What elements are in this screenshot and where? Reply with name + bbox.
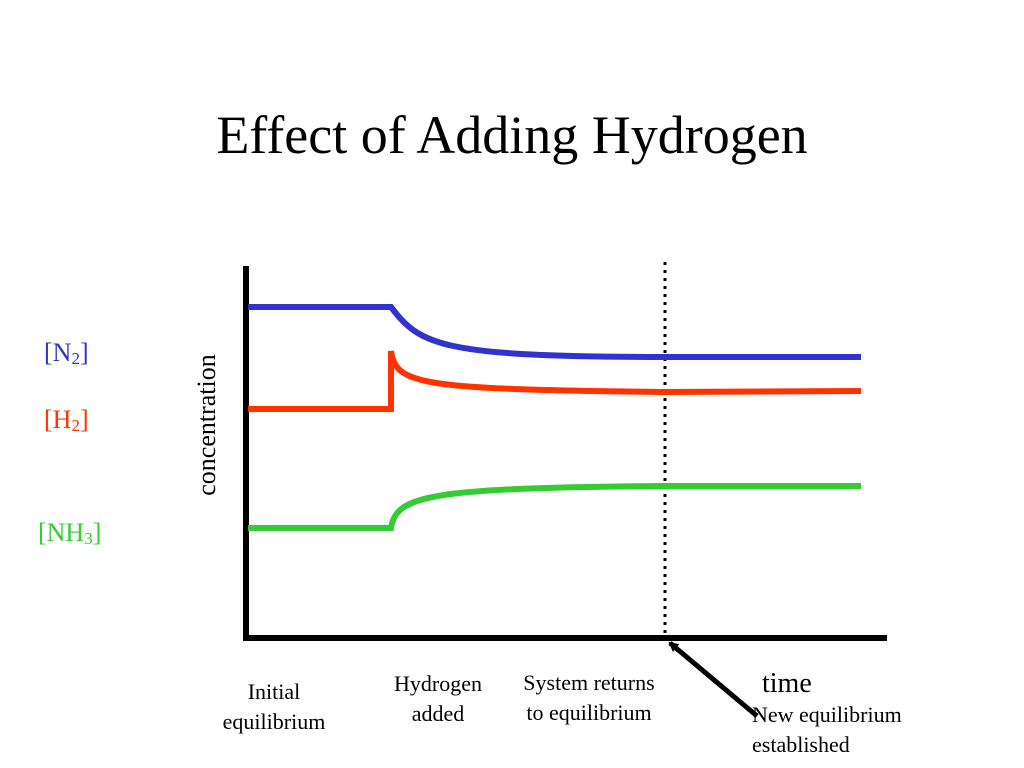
legend-n2-end: ] [79,338,89,367]
legend-nh3-end: ] [92,518,102,547]
annotation-system-line2: to equilibrium [526,700,652,725]
annotation-new-equilibrium: New equilibrium established [752,700,902,760]
legend-nh3-sub: 3 [84,529,93,548]
x-axis-label: time [762,668,812,699]
annotation-hydrogen-line2: added [411,701,465,726]
annotation-initial-line1: Initial [247,679,301,704]
annotation-system-returns: System returns to equilibrium [500,668,678,728]
n2-curve [248,304,861,360]
annotation-new-line2: established [752,732,850,757]
annotation-system-line1: System returns [523,670,655,695]
legend-n2-sub: 2 [71,349,80,368]
legend-nh3-main: [NH [38,518,85,547]
slide-title: Effect of Adding Hydrogen [216,105,808,165]
new-equilibrium-arrow [668,641,759,718]
annotation-initial-equilibrium: Initial equilibrium [204,677,344,737]
legend-n2: [N2] [44,338,89,368]
nh3-curve [248,483,861,531]
annotation-initial-line2: equilibrium [222,709,326,734]
legend-h2-main: [H [44,405,72,434]
legend-h2-sub: 2 [71,416,80,435]
h2-curve [248,350,862,412]
legend-n2-main: [N [44,338,72,367]
legend-h2: [H2] [44,405,89,435]
legend-nh3: [NH3] [38,518,101,548]
annotation-new-line1: New equilibrium [752,702,902,727]
legend-h2-end: ] [79,405,89,434]
annotation-hydrogen-added: Hydrogen added [378,669,498,729]
annotation-hydrogen-line1: Hydrogen [394,671,482,696]
